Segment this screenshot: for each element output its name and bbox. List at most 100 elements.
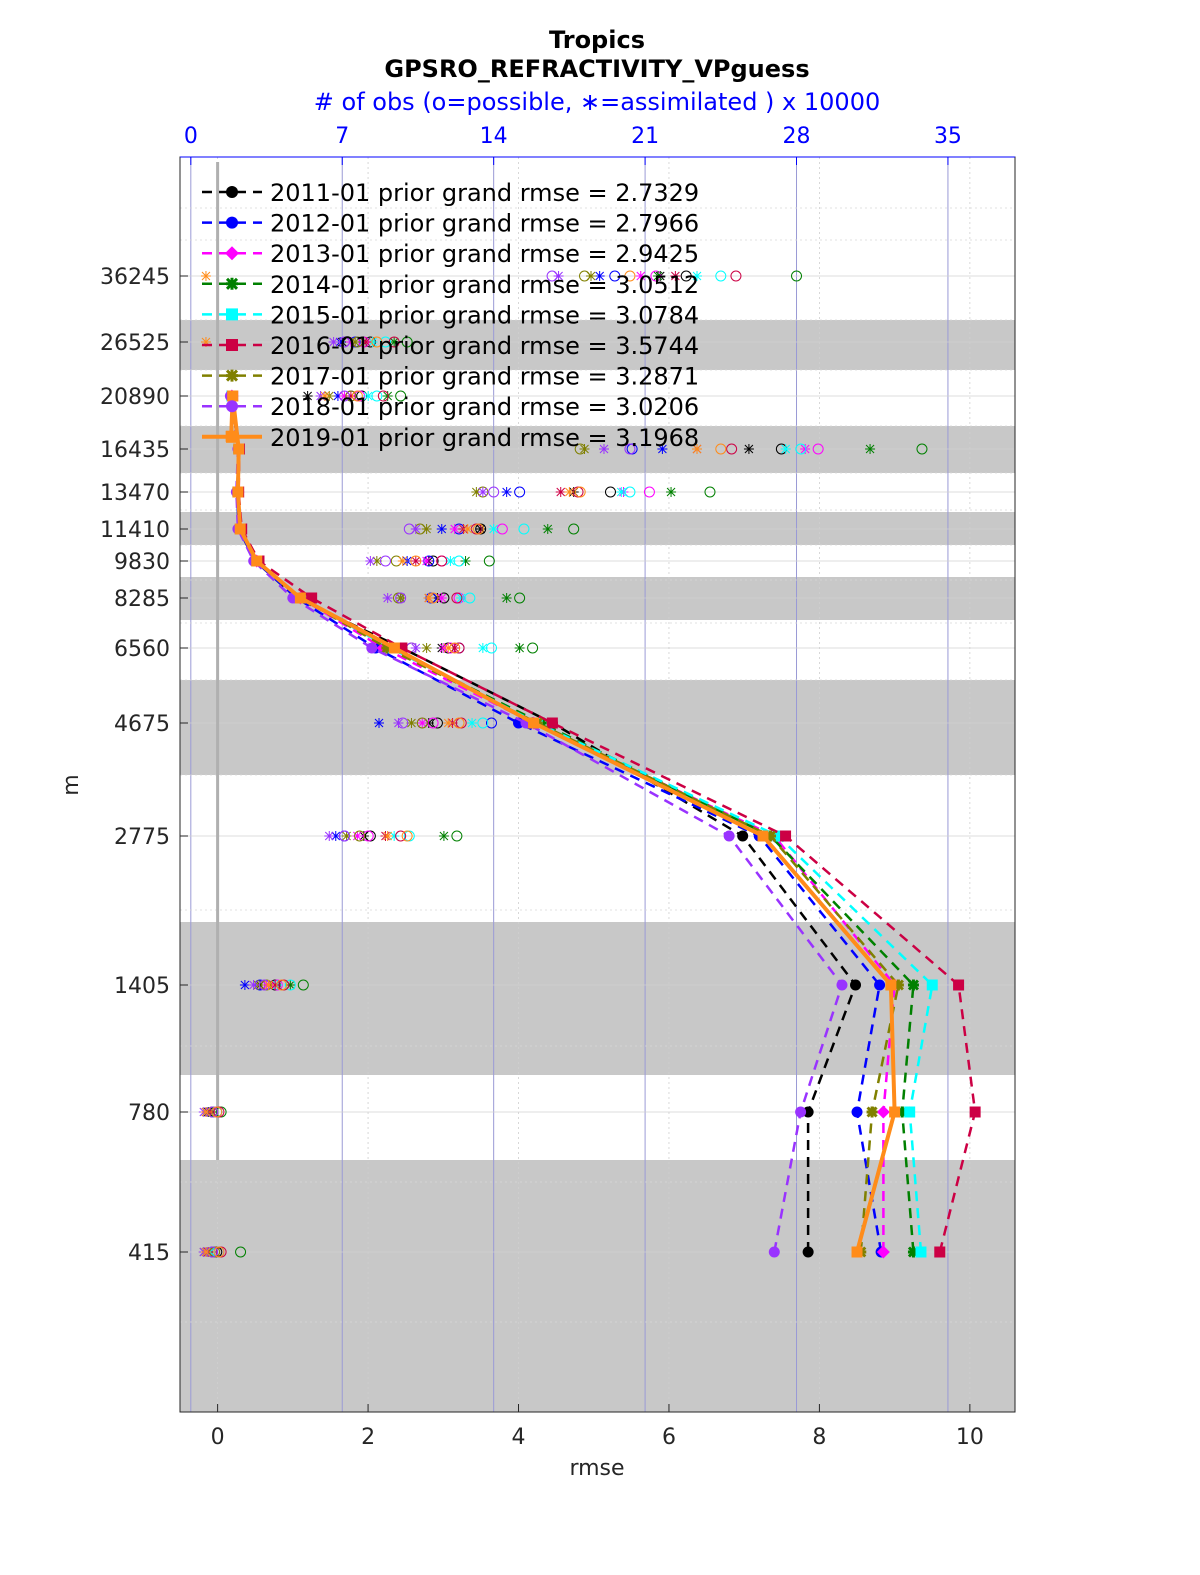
- obs-assimilated-marker: [501, 593, 512, 603]
- legend-marker: [226, 430, 238, 443]
- obs-possible-marker: [416, 717, 428, 729]
- x-tick-label: 2: [361, 1425, 375, 1450]
- top-tick-label: 14: [480, 124, 508, 149]
- obs-assimilated-marker: [397, 556, 408, 566]
- obs-possible-marker: [338, 390, 350, 402]
- obs-possible-marker: [518, 523, 530, 535]
- obs-assimilated-marker: [393, 718, 404, 728]
- top-tick-label: 21: [631, 124, 659, 149]
- obs-possible-marker: [276, 979, 288, 991]
- obs-assimilated-marker: [653, 271, 664, 281]
- y-tick-label: 26525: [100, 331, 170, 356]
- obs-possible-marker: [213, 1246, 225, 1258]
- obs-assimilated-marker: [743, 444, 754, 454]
- obs-assimilated-marker: [460, 556, 471, 566]
- obs-possible-marker: [574, 486, 586, 498]
- y-tick-label: 4675: [114, 712, 170, 737]
- obs-possible-marker: [451, 830, 463, 842]
- obs-possible-marker: [395, 830, 407, 842]
- obs-possible-marker: [345, 390, 357, 402]
- obs-assimilated-marker: [410, 556, 421, 566]
- obs-possible-marker: [453, 717, 465, 729]
- obs-possible-marker: [568, 523, 580, 535]
- series-point: [934, 1246, 946, 1258]
- obs-assimilated-marker: [328, 337, 339, 347]
- obs-possible-marker: [211, 1106, 223, 1118]
- obs-assimilated-marker: [449, 524, 460, 534]
- obs-assimilated-marker: [263, 980, 274, 990]
- obs-possible-marker: [395, 592, 407, 604]
- obs-assimilated-marker: [417, 718, 428, 728]
- obs-assimilated-marker: [586, 271, 597, 281]
- series-point: [234, 523, 246, 535]
- series-point: [907, 1246, 920, 1258]
- series-point: [227, 390, 239, 402]
- obs-possible-marker: [235, 1246, 247, 1258]
- obs-assimilated-marker: [443, 643, 454, 653]
- layer-band: [180, 922, 1015, 1075]
- layer-band: [180, 426, 1015, 473]
- series-point: [802, 1246, 814, 1258]
- obs-possible-marker: [388, 336, 400, 348]
- obs-assimilated-marker: [462, 524, 473, 534]
- series-point: [851, 1106, 863, 1118]
- obs-possible-marker: [730, 270, 742, 282]
- series-line: [230, 395, 934, 1253]
- obs-assimilated-marker: [389, 831, 400, 841]
- legend-entry: 2011-01 prior grand rmse = 2.7329: [270, 179, 699, 207]
- legend-marker: [225, 277, 239, 290]
- obs-assimilated-marker: [555, 487, 566, 497]
- x-tick-label: 6: [662, 1425, 676, 1450]
- obs-assimilated-marker: [542, 524, 553, 534]
- series-point: [294, 592, 306, 604]
- layer-band: [180, 320, 1015, 370]
- plot-area: 0 2 4 6 8 10 0 7 14 21 28 35 415 780 1405 2775 4675 6560 8…: [100, 124, 1016, 1450]
- y-tick-label: 20890: [100, 385, 170, 410]
- obs-possible-marker: [486, 717, 498, 729]
- series-point: [764, 830, 777, 842]
- series-point: [528, 717, 540, 729]
- obs-assimilated-marker: [341, 831, 352, 841]
- obs-possible-marker: [473, 523, 485, 535]
- series-point: [306, 592, 318, 604]
- obs-assimilated-marker: [514, 643, 525, 653]
- series-point: [851, 1246, 863, 1258]
- obs-assimilated-marker: [200, 1107, 211, 1117]
- obs-assimilated-marker: [319, 391, 330, 401]
- obs-possible-marker: [380, 555, 392, 567]
- obs-assimilated-marker: [367, 337, 378, 347]
- obs-possible-marker: [338, 830, 350, 842]
- legend-entry: 2019-01 prior grand rmse = 3.1968: [270, 424, 699, 452]
- obs-possible-marker: [371, 336, 383, 348]
- top-tick-label: 7: [335, 124, 349, 149]
- legend-marker: [225, 246, 239, 261]
- obs-assimilated-marker: [410, 524, 421, 534]
- series-point: [780, 830, 792, 842]
- y-tick-label: 2775: [114, 825, 170, 850]
- obs-assimilated-marker: [475, 524, 486, 534]
- legend-entry: 2012-01 prior grand rmse = 2.7966: [270, 210, 699, 238]
- series-point: [772, 830, 784, 842]
- obs-possible-marker: [410, 555, 422, 567]
- obs-assimilated-marker: [352, 831, 363, 841]
- layer-band: [180, 512, 1015, 545]
- obs-possible-marker: [812, 443, 824, 455]
- series-point: [969, 1106, 981, 1118]
- obs-assimilated-marker: [200, 271, 211, 281]
- series-point: [737, 830, 749, 842]
- obs-possible-marker: [451, 592, 463, 604]
- series-point: [953, 979, 965, 991]
- obs-assimilated-marker: [594, 271, 605, 281]
- top-tick-label: 28: [783, 124, 811, 149]
- obs-assimilated-marker: [598, 444, 609, 454]
- obs-assimilated-marker: [389, 337, 400, 347]
- series-point: [251, 555, 263, 567]
- series-point: [802, 1106, 814, 1118]
- obs-assimilated-marker: [780, 444, 791, 454]
- obs-assimilated-marker: [657, 444, 668, 454]
- series-point: [757, 830, 769, 842]
- legend-marker: [226, 339, 238, 351]
- obs-assimilated-marker: [564, 487, 575, 497]
- obs-possible-marker: [715, 443, 727, 455]
- obs-possible-marker: [351, 390, 363, 402]
